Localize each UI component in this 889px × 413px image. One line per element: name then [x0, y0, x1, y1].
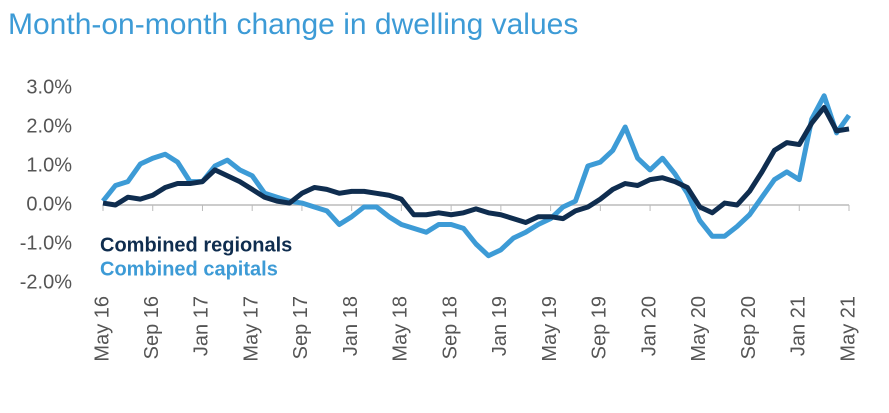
x-tick-label: Jan 21 [788, 296, 810, 356]
x-tick-label: Jan 20 [638, 296, 660, 356]
x-tick-label: Sep 17 [290, 296, 312, 359]
x-tick-label: May 17 [240, 296, 262, 362]
series-line [102, 105, 850, 226]
chart-title: Month-on-month change in dwelling values [8, 8, 578, 41]
y-tick-label: -1.0% [20, 232, 72, 254]
x-tick-label: Sep 19 [589, 296, 611, 359]
x-tick-label: Sep 20 [738, 296, 760, 359]
legend-label: Combined capitals [100, 258, 278, 280]
x-tick-label: Jan 18 [340, 296, 362, 356]
series-line [101, 93, 852, 259]
x-tick-label: May 16 [91, 296, 113, 362]
x-tick-label: May 19 [539, 296, 561, 362]
x-tick-label: Sep 16 [141, 296, 163, 359]
x-tick-label: Jan 17 [191, 296, 213, 356]
legend-label: Combined regionals [100, 234, 292, 256]
y-tick-label: 2.0% [26, 115, 72, 137]
x-tick-label: May 21 [837, 296, 859, 362]
x-tick-label: May 18 [390, 296, 412, 362]
y-tick-label: 1.0% [26, 154, 72, 176]
x-tick-label: Sep 18 [439, 296, 461, 359]
y-tick-label: 3.0% [26, 76, 72, 98]
x-tick-label: Jan 19 [489, 296, 511, 356]
y-tick-label: -2.0% [20, 271, 72, 293]
x-tick-label: May 20 [688, 296, 710, 362]
y-tick-label: 0.0% [26, 193, 72, 215]
